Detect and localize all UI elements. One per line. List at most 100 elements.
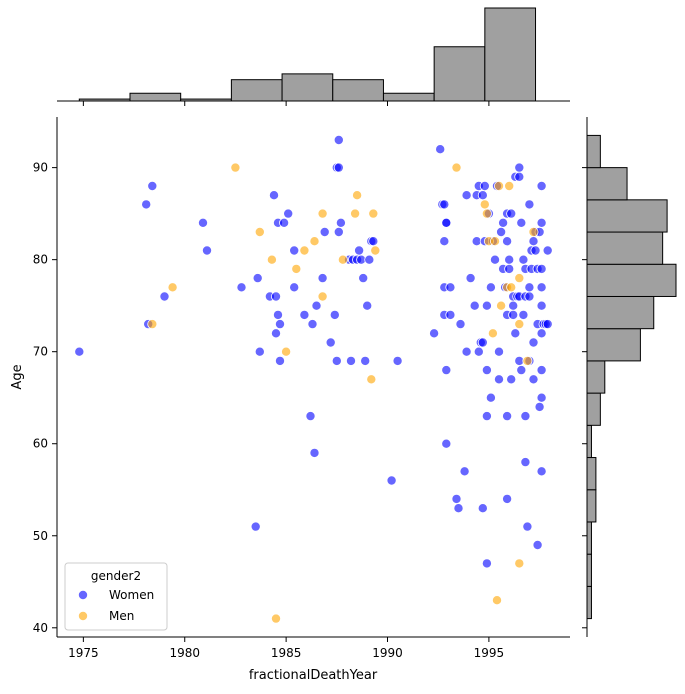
scatter-point-women <box>272 309 283 320</box>
scatter-point-men <box>370 245 381 256</box>
scatter-point-women <box>524 199 535 210</box>
joint-scatter-panel: 1975 1980 1985 1990 1995 40 50 60 70 80 90 fracti… <box>10 117 570 683</box>
scatter-point-women <box>439 236 450 247</box>
scatter-point-men <box>254 226 265 237</box>
scatter-point-men <box>489 236 500 247</box>
scatter-point-women <box>283 208 294 219</box>
scatter-point-women <box>364 254 375 265</box>
x-axis-label: fractionalDeathYear <box>249 668 378 683</box>
scatter-point-women <box>453 503 464 514</box>
scatter-point-women <box>254 346 265 357</box>
y-tick-label: 60 <box>33 437 48 451</box>
scatter-point-women <box>534 401 545 412</box>
scatter-point-women <box>268 190 279 201</box>
scatter-point-women <box>536 365 547 376</box>
scatter-point-women <box>325 337 336 348</box>
scatter-point-men <box>528 226 539 237</box>
scatter-point-women <box>518 254 529 265</box>
scatter-point-women <box>74 346 85 357</box>
scatter-point-women <box>489 254 500 265</box>
marginal-x-bar <box>332 79 384 102</box>
scatter-point-women <box>522 521 533 532</box>
marginal-y-bar <box>586 489 597 523</box>
legend-marker-women <box>78 590 89 601</box>
scatter-point-women <box>236 282 247 293</box>
scatter-point-men <box>266 254 277 265</box>
x-tick-label: 1975 <box>68 646 99 660</box>
scatter-point-women <box>502 411 513 422</box>
marginal-x-bar <box>129 92 182 102</box>
scatter-point-men <box>281 346 292 357</box>
scatter-point-men <box>481 208 492 219</box>
scatter-point-women <box>530 245 541 256</box>
scatter-point-women <box>311 300 322 311</box>
scatter-point-women <box>542 319 553 330</box>
marginal-y-bar <box>586 199 668 233</box>
scatter-point-women <box>528 236 539 247</box>
scatter-point-women <box>445 309 456 320</box>
scatter-point-women <box>451 493 462 504</box>
scatter-point-men <box>514 273 525 284</box>
scatter-point-women <box>481 558 492 569</box>
scatter-point-women <box>429 328 440 339</box>
scatter-point-men <box>451 162 462 173</box>
marginal-y-histogram <box>582 117 677 637</box>
scatter-point-women <box>514 171 525 182</box>
scatter-point-women <box>504 263 515 274</box>
scatter-point-women <box>536 263 547 274</box>
legend-marker-men <box>78 611 89 622</box>
marginal-y-bar <box>586 457 597 491</box>
scatter-point-men <box>522 355 533 366</box>
scatter-point-women <box>502 493 513 504</box>
scatter-point-women <box>536 180 547 191</box>
scatter-point-women <box>536 300 547 311</box>
x-tick-label: 1995 <box>474 646 505 660</box>
scatter-point-women <box>392 355 403 366</box>
scatter-point-women <box>508 300 519 311</box>
marginal-y-bar <box>586 521 592 555</box>
scatter-point-women <box>147 180 158 191</box>
scatter-point-women <box>289 245 300 256</box>
marginal-y-bar <box>586 263 677 297</box>
scatter-point-men <box>514 558 525 569</box>
scatter-point-women <box>485 282 496 293</box>
scatter-point-men <box>147 319 158 330</box>
scatter-point-women <box>542 245 553 256</box>
scatter-point-men <box>493 180 504 191</box>
scatter-point-women <box>481 411 492 422</box>
scatter-point-women <box>309 447 320 458</box>
scatter-point-women <box>333 134 344 145</box>
scatter-point-women <box>536 466 547 477</box>
scatter-point-women <box>305 411 316 422</box>
marginal-x-bar <box>382 92 435 102</box>
scatter-point-women <box>536 392 547 403</box>
scatter-point-women <box>279 217 290 228</box>
scatter-point-women <box>461 190 472 201</box>
scatter-point-men <box>317 208 328 219</box>
scatter-point-women <box>536 282 547 293</box>
scatter-point-men <box>366 374 377 385</box>
x-tick-label: 1990 <box>372 646 403 660</box>
y-tick-label: 90 <box>33 161 48 175</box>
scatter-point-women <box>508 309 519 320</box>
marginal-y-bar <box>586 231 664 265</box>
scatter-point-women <box>331 355 342 366</box>
scatter-point-women <box>441 217 452 228</box>
scatter-point-women <box>504 254 515 265</box>
scatter-point-women <box>493 346 504 357</box>
scatter-point-women <box>465 273 476 284</box>
scatter-point-women <box>520 411 531 422</box>
scatter-point-women <box>498 217 509 228</box>
scatter-point-women <box>307 319 318 330</box>
scatter-point-men <box>309 236 320 247</box>
scatter-point-women <box>477 503 488 514</box>
scatter-point-women <box>335 217 346 228</box>
scatter-point-women <box>201 245 212 256</box>
scatter-point-women <box>329 309 340 320</box>
scatter-point-women <box>439 199 450 210</box>
scatter-point-women <box>461 346 472 357</box>
scatter-point-women <box>270 328 281 339</box>
marginal-x-bar <box>78 98 131 102</box>
